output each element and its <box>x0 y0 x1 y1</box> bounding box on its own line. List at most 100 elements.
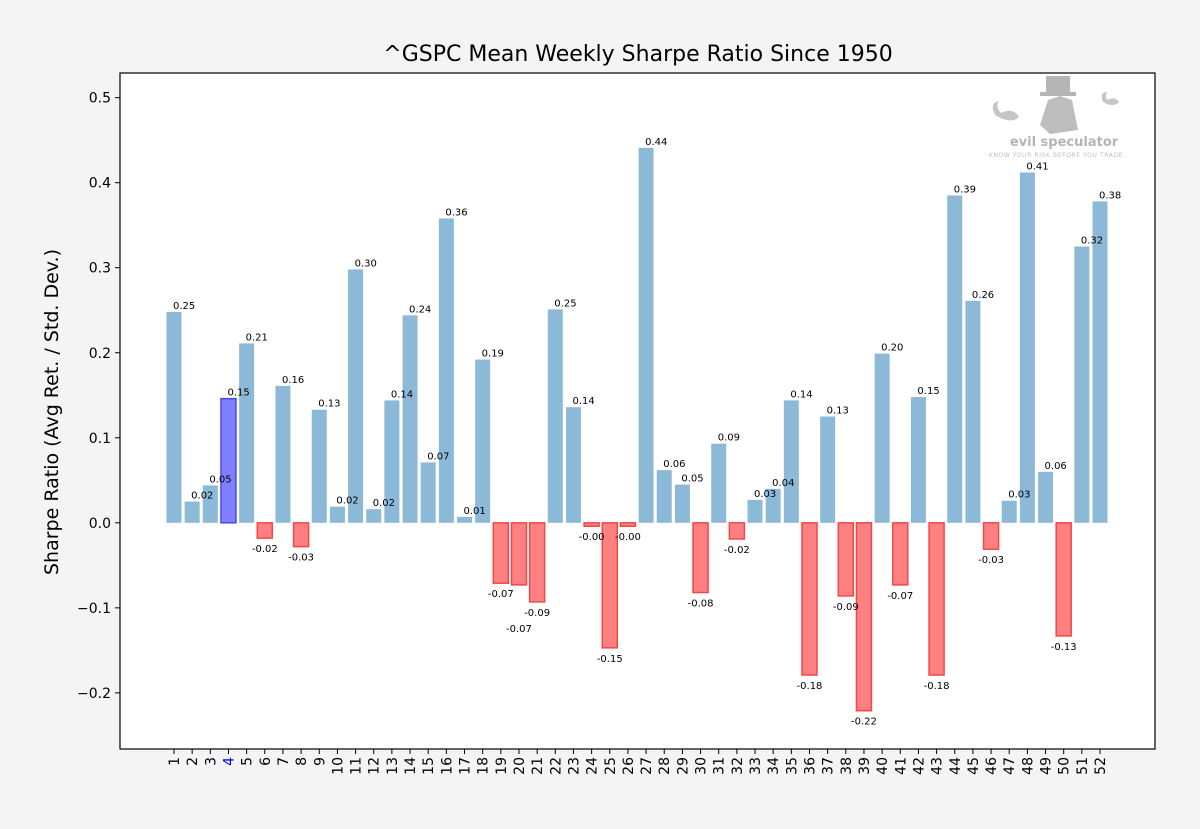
data-label-week-48: 0.41 <box>1026 161 1048 172</box>
x-tick-label-32: 32 <box>730 757 746 775</box>
data-label-week-42: 0.15 <box>917 386 939 397</box>
bar-week-31 <box>711 443 727 523</box>
x-tick-label-20: 20 <box>512 757 528 775</box>
data-label-week-30: -0.08 <box>688 599 714 610</box>
y-tick-label: 0.2 <box>89 346 111 362</box>
bar-week-43 <box>928 522 945 676</box>
bar-week-9 <box>311 409 327 523</box>
x-tick-label-23: 23 <box>566 757 582 775</box>
x-tick-label-14: 14 <box>403 757 419 775</box>
x-tick-label-28: 28 <box>657 757 673 775</box>
bar-week-38 <box>837 522 855 597</box>
data-label-week-33: 0.03 <box>754 489 776 500</box>
x-tick-label-4: 4 <box>221 757 237 766</box>
data-label-week-37: 0.13 <box>827 406 849 417</box>
watermark-drawing <box>992 76 1119 134</box>
data-label-week-47: 0.03 <box>1008 490 1030 501</box>
x-tick-label-34: 34 <box>766 757 782 775</box>
y-tick-label: 0.5 <box>89 91 111 107</box>
data-label-week-50: -0.13 <box>1051 642 1077 653</box>
bar-week-24 <box>583 522 600 527</box>
x-tick-label-3: 3 <box>203 757 219 766</box>
bar-week-44 <box>947 195 963 523</box>
x-tick-label-33: 33 <box>748 757 764 775</box>
x-tick-label-7: 7 <box>276 757 292 766</box>
data-label-week-28: 0.06 <box>663 459 685 470</box>
data-label-week-3: 0.05 <box>209 474 231 485</box>
bar-week-7 <box>275 385 291 523</box>
plot-area <box>120 73 1155 749</box>
bar-week-19 <box>492 522 510 584</box>
bar-week-12 <box>366 509 382 523</box>
x-tick-label-22: 22 <box>548 757 564 775</box>
x-tick-label-19: 19 <box>494 757 510 775</box>
x-tick-label-11: 11 <box>349 757 365 775</box>
x-tick-label-36: 36 <box>802 757 818 775</box>
x-tick-label-21: 21 <box>530 757 546 775</box>
x-tick-label-5: 5 <box>240 757 256 766</box>
bar-week-8 <box>292 522 310 548</box>
data-label-week-36: -0.18 <box>797 681 823 692</box>
data-label-week-29: 0.05 <box>681 474 703 485</box>
x-tick-label-16: 16 <box>439 757 455 775</box>
data-label-week-1: 0.25 <box>173 301 195 312</box>
x-tick-label-27: 27 <box>639 757 655 775</box>
y-axis-label: Sharpe Ratio (Avg Ret. / Std. Dev.) <box>41 249 63 575</box>
x-tick-label-25: 25 <box>603 757 619 775</box>
bar-week-52 <box>1092 201 1108 523</box>
bar-week-35 <box>783 400 799 523</box>
bar-week-28 <box>656 470 672 523</box>
data-labels: 0.25 0.02 0.05 0.15 0.21 -0.02 0.16 -0.03 0.13 0.… <box>173 137 1121 728</box>
bar-week-15 <box>420 462 436 523</box>
data-label-week-27: 0.44 <box>645 137 667 148</box>
x-tick-label-39: 39 <box>857 757 873 775</box>
x-tick-label-8: 8 <box>294 757 310 766</box>
bar-week-3 <box>202 485 218 523</box>
data-label-week-45: 0.26 <box>972 290 994 301</box>
chart-title: ^GSPC Mean Weekly Sharpe Ratio Since 195… <box>383 42 892 67</box>
data-label-week-39: -0.22 <box>851 717 877 728</box>
data-label-week-41: -0.07 <box>887 591 913 602</box>
data-label-week-22: 0.25 <box>554 298 576 309</box>
bar-week-47 <box>1001 500 1017 523</box>
data-label-week-38: -0.09 <box>833 602 859 613</box>
watermark-tagline: KNOW YOUR RISK BEFORE YOU TRADE <box>989 152 1123 159</box>
x-tick-label-48: 48 <box>1020 757 1036 775</box>
x-tick-label-51: 51 <box>1075 757 1091 775</box>
bar-week-5 <box>239 343 255 523</box>
x-tick-label-40: 40 <box>875 757 891 775</box>
bar-week-16 <box>438 218 454 523</box>
x-tick-label-18: 18 <box>476 757 492 775</box>
bar-week-30 <box>692 522 709 594</box>
bar-week-11 <box>348 269 364 523</box>
y-tick-label: 0.1 <box>89 431 111 447</box>
bar-week-45 <box>965 300 981 523</box>
data-label-week-6: -0.02 <box>252 544 278 555</box>
bar-week-13 <box>384 400 400 523</box>
x-tick-label-47: 47 <box>1002 757 1018 775</box>
bar-week-25 <box>601 522 619 649</box>
y-tick-label: 0.0 <box>89 516 111 532</box>
data-label-week-25: -0.15 <box>597 654 623 665</box>
bar-week-26 <box>619 522 637 527</box>
bar-week-48 <box>1019 172 1035 523</box>
y-tick-label: 0.4 <box>89 176 111 192</box>
data-label-week-15: 0.07 <box>427 451 449 462</box>
data-label-week-40: 0.20 <box>881 343 903 354</box>
bar-week-34 <box>765 488 781 523</box>
bar-week-33 <box>747 499 763 523</box>
x-tick-label-44: 44 <box>948 757 964 775</box>
data-label-week-20: -0.07 <box>506 624 532 635</box>
data-label-week-31: 0.09 <box>718 433 740 444</box>
data-label-week-21: -0.09 <box>524 608 550 619</box>
x-tick-label-15: 15 <box>421 757 437 775</box>
x-tick-label-35: 35 <box>784 757 800 775</box>
data-label-week-46: -0.03 <box>978 555 1004 566</box>
x-tick-label-26: 26 <box>621 757 637 775</box>
y-tick-label: −0.1 <box>77 601 111 617</box>
data-label-week-43: -0.18 <box>924 681 950 692</box>
x-tick-label-46: 46 <box>984 757 1000 775</box>
x-tick-label-29: 29 <box>675 757 691 775</box>
bar-week-27 <box>638 147 654 523</box>
data-label-week-10: 0.02 <box>336 496 358 507</box>
